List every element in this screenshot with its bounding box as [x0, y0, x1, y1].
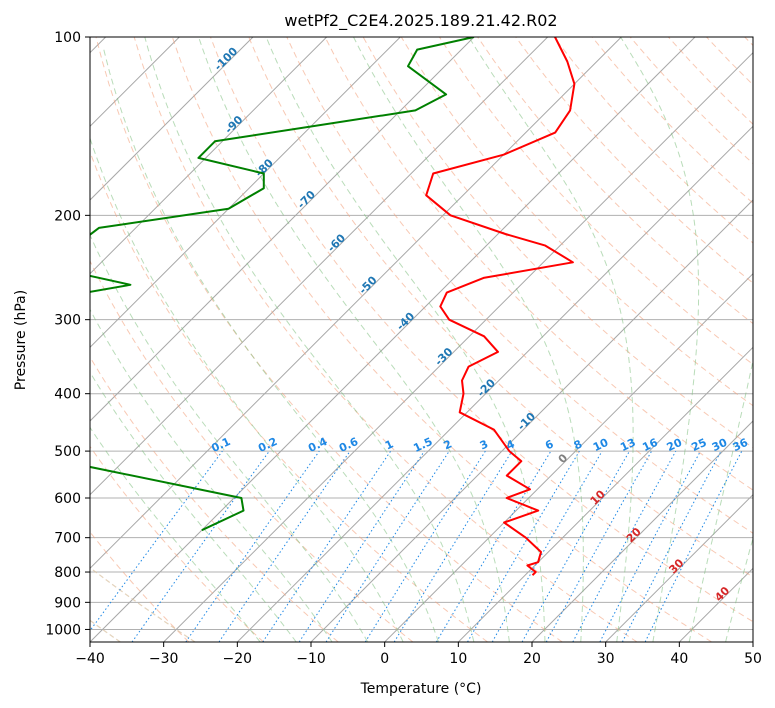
- axis-layer: −40 −30 −20 −10 0 10 20 30 40 50 100 200 300 400 500 60…: [45, 30, 762, 667]
- moist-adiabat: [90, 233, 369, 642]
- isotherm-gridline: [90, 37, 475, 422]
- mixing-ratio-line: [185, 450, 320, 642]
- y-tick-label: 500: [54, 444, 81, 460]
- x-tick-label: 20: [523, 651, 541, 667]
- moist-adiabat: [265, 37, 546, 642]
- plot-background: [90, 37, 753, 642]
- dry-adiabat: [90, 356, 339, 642]
- x-tick-label: 40: [670, 651, 688, 667]
- isotherm-gridline: [90, 37, 328, 275]
- y-tick-label: 300: [54, 313, 81, 329]
- y-tick-label: 200: [54, 208, 81, 224]
- y-axis-title: Pressure (hPa): [13, 290, 29, 390]
- dry-adiabat: [248, 37, 753, 578]
- mixing-ratio-label: 13: [618, 436, 637, 454]
- moist-adiabat: [725, 536, 753, 642]
- dry-adiabat: [171, 37, 712, 642]
- isotherm-gridline: [90, 37, 549, 496]
- mixing-ratio-label: 30: [710, 436, 730, 454]
- dry-adiabat: [324, 37, 753, 491]
- moist-adiabat: [103, 49, 439, 642]
- x-tick-label: 50: [744, 651, 762, 667]
- moist-adiabat: [688, 358, 753, 642]
- mixing-ratio-line: [545, 450, 653, 642]
- y-tick-label: 800: [54, 565, 81, 581]
- dry-adiabat: [515, 37, 753, 284]
- mixing-ratio-label: 36: [731, 436, 751, 454]
- mixing-ratio-line: [131, 450, 270, 642]
- isotherm-gridline: [531, 420, 753, 642]
- moist-adiabat: [90, 371, 297, 642]
- isotherm-gridline: [605, 493, 753, 642]
- mixing-ratio-label: 20: [665, 436, 685, 454]
- y-tick-label: 100: [54, 30, 81, 46]
- mixing-ratio-line: [572, 450, 677, 642]
- temperature-profile-line: [425, 37, 576, 576]
- moist-adiabat: [90, 308, 333, 642]
- dry-adiabat: [90, 445, 264, 642]
- mixing-ratio-line: [644, 450, 743, 642]
- dry-adiabat: [286, 37, 753, 534]
- dry-adiabat: [90, 259, 414, 642]
- moist-adiabat: [144, 37, 475, 642]
- moist-adiabat: [198, 37, 510, 642]
- y-tick-label: 400: [54, 387, 81, 403]
- dewpoint-profile-line: [90, 37, 475, 532]
- dry-adiabat: [95, 37, 563, 642]
- y-tick-label: 700: [54, 531, 81, 547]
- x-tick-label: 30: [597, 651, 615, 667]
- mixing-ratio-label: 25: [689, 436, 708, 454]
- y-tick-label: 900: [54, 595, 81, 611]
- isotherm-gridline: [90, 37, 254, 201]
- moist-adiabat: [90, 426, 261, 642]
- plot-frame: [89, 36, 754, 643]
- dry-adiabat: [133, 37, 638, 642]
- isotherm-gridline: [90, 37, 401, 349]
- x-axis-title: Temperature (°C): [360, 681, 482, 697]
- mixing-ratio-layer: 0.1 0.2 0.4 0.6 1 1.5 2 3 4 6 8 10 13 16 20 25 30 36: [90, 435, 751, 642]
- mixing-ratio-line: [393, 450, 513, 642]
- isotherm-gridline: [163, 51, 753, 642]
- y-tick-label: 1000: [45, 622, 81, 638]
- isotherm-gridline: [90, 37, 622, 570]
- chart-title: wetPf2_C2E4.2025.189.21.42.R02: [284, 11, 557, 31]
- isotherm-gridline: [384, 272, 753, 642]
- x-tick-label: 0: [380, 651, 389, 667]
- isotherm-gridline: [457, 346, 753, 642]
- mixing-ratio-line: [325, 450, 450, 642]
- dry-adiabat: [210, 37, 753, 623]
- x-tick-label: −10: [296, 651, 326, 667]
- x-tick-label: −40: [75, 651, 105, 667]
- moist-adiabat: [90, 136, 404, 642]
- moist-adiabat: [620, 37, 700, 642]
- x-tick-label: −30: [149, 651, 179, 667]
- mixing-ratio-label: 16: [640, 436, 660, 454]
- x-tick-label: 10: [449, 651, 467, 667]
- x-tick-label: −20: [223, 651, 253, 667]
- mixing-ratio-line: [521, 450, 630, 642]
- reference-curve: [90, 566, 196, 642]
- mixing-ratio-line: [298, 450, 425, 642]
- y-tick-label: 600: [54, 491, 81, 507]
- mixing-ratio-line: [262, 450, 392, 642]
- mixing-ratio-line: [90, 450, 223, 632]
- isotherm-gridline: [236, 125, 753, 642]
- adiabat-layer: [90, 37, 753, 642]
- mixing-ratio-line: [218, 450, 351, 642]
- isotherm-gridline: [90, 37, 696, 642]
- mixing-ratio-label: 10: [591, 436, 611, 454]
- moist-adiabat: [353, 37, 584, 642]
- profile-layer: [90, 37, 576, 576]
